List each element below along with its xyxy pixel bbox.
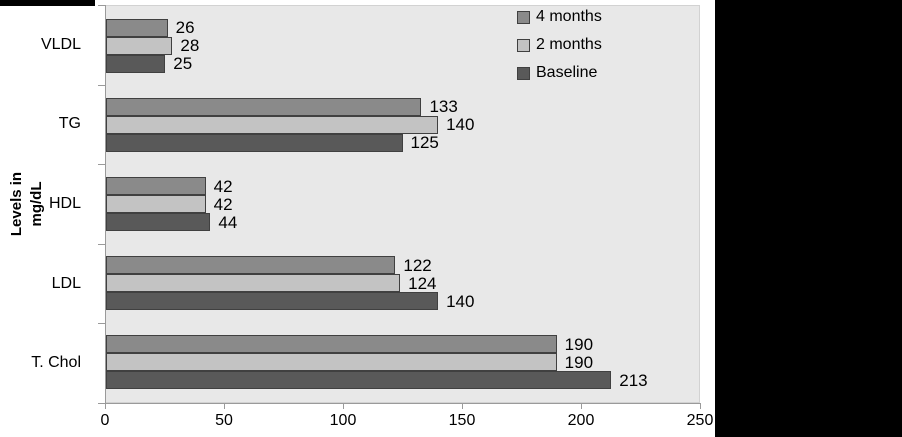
legend-swatch-4-months: [517, 10, 530, 24]
legend-item-4-months: 4 months: [517, 9, 602, 25]
top-black-bar: [0, 0, 95, 6]
category-axis-tick: [98, 403, 105, 404]
bar-value-label: 190: [564, 334, 594, 354]
x-axis-line: [98, 403, 700, 404]
bar-2-months-ldl: [106, 274, 401, 293]
category-axis-tick: [98, 5, 105, 6]
bar-2-months-t-chol: [106, 353, 557, 372]
category-group-t-chol: 190 190 213: [106, 323, 699, 402]
x-axis-tick: [343, 403, 344, 409]
category-label-tg: TG: [58, 115, 81, 133]
bar-row-2-months-vldl: 28: [106, 36, 699, 56]
legend-item-2-months: 2 months: [517, 37, 602, 53]
legend: 4 months 2 months Baseline: [517, 9, 602, 93]
bar-2-months-tg: [106, 115, 439, 134]
x-axis-tick: [224, 403, 225, 409]
bar-row-4-months-t-chol: 190: [106, 334, 699, 354]
category-group-hdl: 42 42 44: [106, 164, 699, 243]
bar-value-label: 42: [213, 194, 233, 214]
bar-4-months-ldl: [106, 256, 396, 275]
y-axis-line: [105, 5, 106, 404]
bar-row-baseline-tg: 125: [106, 133, 699, 153]
x-axis-tick-label: 100: [329, 412, 357, 429]
category-label-ldl: LDL: [51, 274, 81, 292]
bar-value-label: 125: [410, 133, 439, 153]
bar-baseline-ldl: [106, 292, 439, 311]
category-axis-labels: VLDL TG HDL LDL T. Chol: [0, 5, 93, 403]
x-axis-tick: [462, 403, 463, 409]
bar-value-label: 140: [446, 291, 475, 311]
bar-value-label: 213: [619, 370, 648, 390]
x-axis-tick: [581, 403, 582, 409]
legend-item-baseline: Baseline: [517, 65, 602, 81]
category-axis-tick: [98, 243, 105, 245]
x-axis-tick-label: 150: [448, 412, 476, 429]
bar-baseline-vldl: [106, 54, 166, 73]
bar-value-label: 42: [213, 176, 233, 196]
legend-item-label: Baseline: [536, 64, 598, 81]
bar-row-4-months-hdl: 42: [106, 177, 699, 195]
bar-value-label: 122: [403, 255, 432, 275]
bar-row-baseline-hdl: 44: [106, 213, 699, 231]
bar-value-label: 28: [180, 36, 200, 56]
bar-value-label: 133: [429, 97, 458, 117]
bar-row-2-months-hdl: 42: [106, 195, 699, 213]
bar-row-baseline-t-chol: 213: [106, 370, 699, 390]
bar-row-baseline-vldl: 25: [106, 54, 699, 74]
category-group-ldl: 122 124 140: [106, 244, 699, 323]
bar-row-2-months-ldl: 124: [106, 273, 699, 293]
bar-4-months-vldl: [106, 18, 168, 37]
category-axis-tick: [98, 323, 105, 325]
bar-baseline-tg: [106, 133, 403, 152]
x-axis-tick-label: 0: [100, 412, 110, 429]
bar-baseline-t-chol: [106, 371, 612, 390]
bar-4-months-t-chol: [106, 335, 557, 354]
legend-item-label: 2 months: [536, 36, 602, 53]
bar-4-months-hdl: [106, 177, 206, 195]
category-group-vldl: 26 28 25: [106, 6, 699, 85]
bar-row-4-months-vldl: 26: [106, 18, 699, 38]
x-axis-tick-label: 50: [215, 412, 233, 429]
category-label-hdl: HDL: [48, 194, 81, 212]
category-label-t-chol: T. Chol: [31, 354, 81, 372]
legend-item-label: 4 months: [536, 8, 602, 25]
category-label-vldl: VLDL: [40, 35, 81, 53]
plot-area: 26 28 25 133 140 125 42 42 44 122 124 140 190 190 213: [105, 5, 700, 403]
x-axis-tick: [700, 403, 701, 409]
bar-baseline-hdl: [106, 213, 211, 231]
bar-value-label: 44: [218, 212, 238, 232]
legend-swatch-2-months: [517, 38, 530, 52]
category-group-tg: 133 140 125: [106, 85, 699, 164]
bar-4-months-tg: [106, 97, 422, 116]
bar-row-2-months-t-chol: 190: [106, 352, 699, 372]
legend-swatch-baseline: [517, 66, 530, 80]
x-axis-tick: [105, 403, 106, 409]
bar-value-label: 26: [175, 18, 195, 38]
right-black-panel: [715, 0, 902, 437]
category-axis-tick: [98, 84, 105, 86]
bar-value-label: 190: [564, 352, 594, 372]
bar-row-4-months-ldl: 122: [106, 255, 699, 275]
x-axis-tick-label: 200: [567, 412, 595, 429]
bar-value-label: 140: [446, 115, 475, 135]
bar-row-4-months-tg: 133: [106, 97, 699, 117]
bar-row-2-months-tg: 140: [106, 115, 699, 135]
bar-row-baseline-ldl: 140: [106, 291, 699, 311]
category-axis-tick: [98, 164, 105, 166]
x-axis-tick-label: 250: [686, 412, 714, 429]
bar-2-months-vldl: [106, 36, 173, 55]
bar-2-months-hdl: [106, 195, 206, 213]
bar-value-label: 124: [408, 273, 437, 293]
bar-value-label: 25: [173, 54, 193, 74]
